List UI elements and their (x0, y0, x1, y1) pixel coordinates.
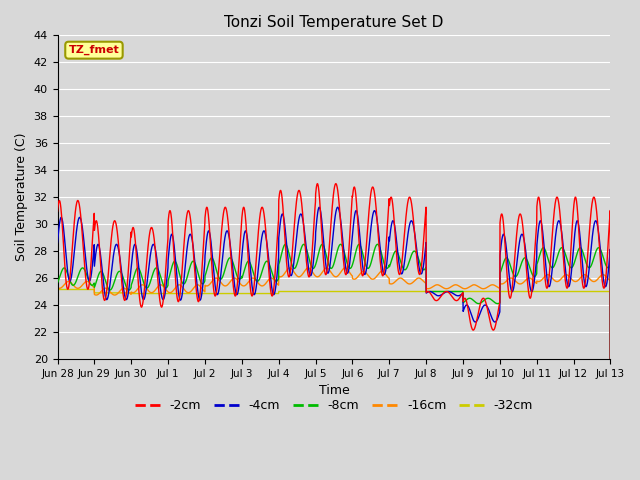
Legend: -2cm, -4cm, -8cm, -16cm, -32cm: -2cm, -4cm, -8cm, -16cm, -32cm (130, 395, 538, 418)
Text: TZ_fmet: TZ_fmet (68, 45, 119, 55)
X-axis label: Time: Time (319, 384, 349, 397)
Y-axis label: Soil Temperature (C): Soil Temperature (C) (15, 133, 28, 262)
Title: Tonzi Soil Temperature Set D: Tonzi Soil Temperature Set D (224, 15, 444, 30)
